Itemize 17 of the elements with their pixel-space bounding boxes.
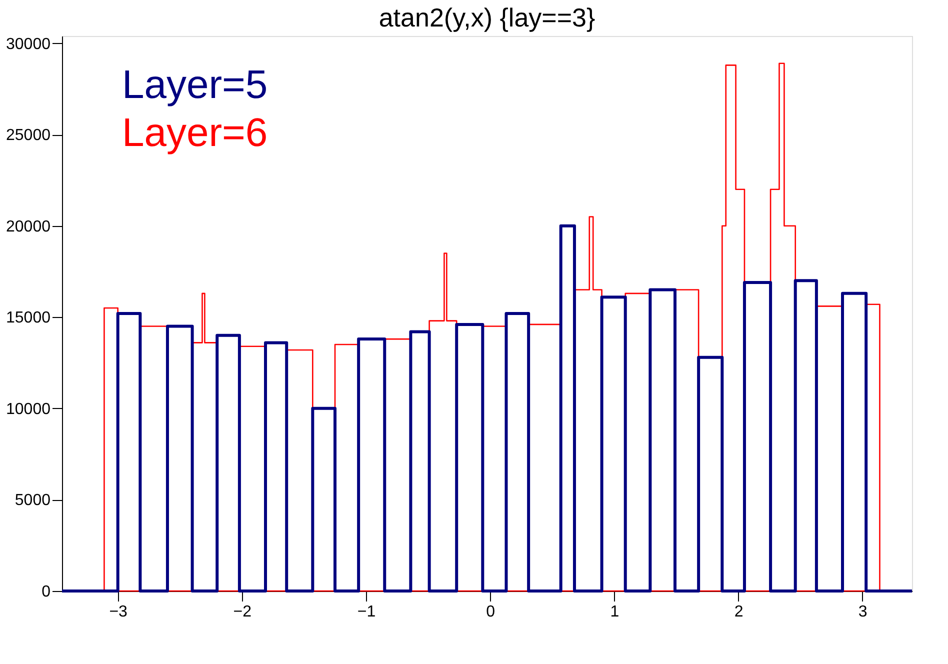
x-tick-label: −1 [357,604,376,620]
y-tick-label: 10000 [6,400,51,418]
x-tick-label: 1 [610,604,620,620]
y-tick-label: 15000 [6,310,51,327]
x-tick-label: 0 [486,604,496,620]
x-tick-label: −3 [109,604,128,620]
y-tick-label: 5000 [14,492,51,510]
y-tick-label: 30000 [6,36,51,53]
text: Layer=6 [122,111,268,155]
y-tick-label: 0 [42,584,51,600]
x-tick-label: −2 [233,604,252,620]
y-tick-label: 25000 [6,127,51,144]
y-tick-label: 20000 [6,218,51,236]
text: Layer=5 [122,63,268,107]
x-tick-label: 2 [734,604,744,620]
chart-title: atan2(y,x) {lay==3} [378,2,596,32]
x-tick-label: 3 [858,604,868,620]
